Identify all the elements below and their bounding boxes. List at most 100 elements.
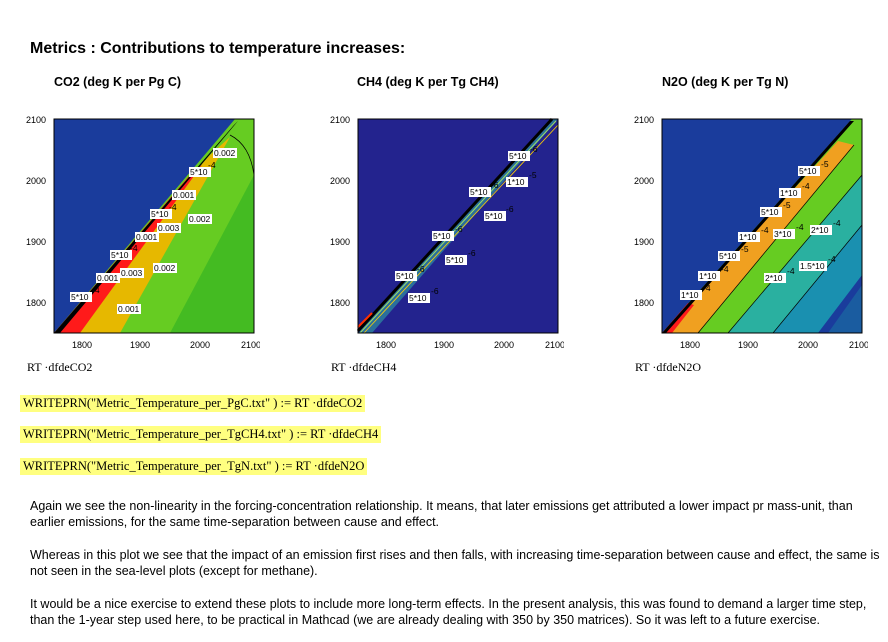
- n2o-caption: RT ·dfdeN2O: [635, 360, 702, 374]
- ch4-label-7-exp: -6: [417, 264, 425, 274]
- ch4-label-2: 1*10: [507, 177, 525, 187]
- ch4-label-3-exp: -6: [491, 180, 499, 190]
- n2o-xtick-1800: 1800: [680, 340, 700, 350]
- n2o-ytick-2100: 2100: [634, 115, 654, 125]
- n2o-label-9-exp: -4: [787, 266, 795, 276]
- n2o-label-10: 1.5*10: [800, 261, 825, 271]
- co2-label-0002-2: 0.002: [154, 263, 176, 273]
- co2-y-ticks: 2100 2000 1900 1800: [26, 115, 46, 308]
- co2-contour-line: [229, 134, 255, 176]
- co2-label-exp-3: -4: [130, 243, 138, 253]
- n2o-label-1-exp: -5: [821, 159, 829, 169]
- ch4-xtick-2000: 2000: [494, 340, 514, 350]
- n2o-y-ticks: 2100 2000 1900 1800: [634, 115, 654, 308]
- ch4-caption: RT ·dfdeCH4: [331, 360, 397, 374]
- co2-caption: RT ·dfdeCO2: [27, 360, 93, 374]
- co2-contour-labels: 0.002 5*10 -4 0.001 5*10 -4 0.002 0.003 …: [70, 148, 237, 314]
- formula-writeprn-ch4[interactable]: WRITEPRN("Metric_Temperature_per_TgCH4.t…: [20, 426, 382, 443]
- ch4-label-6-exp: -6: [468, 248, 476, 258]
- co2-label-5e-4-3: 5*10: [111, 250, 129, 260]
- co2-xtick-1800: 1800: [72, 340, 92, 350]
- ch4-ytick-1800: 1800: [330, 298, 350, 308]
- ch4-ytick-1900: 1900: [330, 237, 350, 247]
- co2-xtick-1900: 1900: [130, 340, 150, 350]
- ch4-label-7: 5*10: [396, 271, 414, 281]
- co2-ytick-2100: 2100: [26, 115, 46, 125]
- co2-label-exp-2: -4: [169, 202, 177, 212]
- n2o-label-4: 1*10: [739, 232, 757, 242]
- n2o-ytick-1900: 1900: [634, 237, 654, 247]
- n2o-contour-labels: 5*10 -5 1*10 -4 5*10 -5 1*10 -4 3*10 -4 …: [680, 159, 841, 300]
- n2o-label-3: 5*10: [761, 207, 779, 217]
- co2-label-0002-3: 0.001: [118, 304, 140, 314]
- ch4-label-4-exp: -6: [506, 204, 514, 214]
- ch4-x-ticks: 1800 1900 2000 2100: [376, 340, 564, 350]
- n2o-label-1: 5*10: [799, 166, 817, 176]
- n2o-label-11-exp: -4: [703, 283, 711, 293]
- ch4-frame: [357, 118, 559, 334]
- n2o-frame: [661, 118, 863, 334]
- n2o-x-ticks: 1800 1900 2000 2100: [680, 340, 868, 350]
- n2o-label-11: 1*10: [681, 290, 699, 300]
- n2o-label-5-exp: -4: [796, 222, 804, 232]
- ch4-contour-labels: 5*10 -6 1*10 -5 5*10 -6 5*10 -6 5*10 -6 …: [395, 144, 538, 303]
- co2-label-exp-4: -4: [92, 285, 100, 295]
- n2o-label-5: 3*10: [774, 229, 792, 239]
- n2o-ytick-1800: 1800: [634, 298, 654, 308]
- co2-label-0003-2: 0.003: [121, 268, 143, 278]
- ch4-plot-title: CH4 (deg K per Tg CH4): [357, 75, 499, 89]
- paragraph-impact: Whereas in this plot we see that the imp…: [30, 548, 880, 578]
- ch4-label-1: 5*10: [509, 151, 527, 161]
- n2o-label-7-exp: -5: [741, 244, 749, 254]
- paragraph-future-exercise: It would be a nice exercise to extend th…: [30, 597, 867, 627]
- co2-label-0001-4: 0.001: [97, 273, 119, 283]
- n2o-xtick-2100: 2100: [849, 340, 868, 350]
- n2o-label-9: 2*10: [765, 273, 783, 283]
- n2o-label-6-exp: -4: [833, 218, 841, 228]
- n2o-xtick-2000: 2000: [798, 340, 818, 350]
- co2-plot-title: CO2 (deg K per Pg C): [54, 75, 182, 89]
- n2o-xtick-1900: 1900: [738, 340, 758, 350]
- co2-x-ticks: 1800 1900 2000 2100: [72, 340, 260, 350]
- n2o-plot-title: N2O (deg K per Tg N): [662, 75, 789, 89]
- co2-ytick-2000: 2000: [26, 176, 46, 186]
- n2o-contour-plot[interactable]: 5*10 -5 1*10 -4 5*10 -5 1*10 -4 3*10 -4 …: [628, 115, 868, 355]
- n2o-label-2: 1*10: [780, 188, 798, 198]
- ch4-label-5: 5*10: [433, 231, 451, 241]
- ch4-label-6: 5*10: [446, 255, 464, 265]
- ch4-xtick-1800: 1800: [376, 340, 396, 350]
- ch4-ytick-2100: 2100: [330, 115, 350, 125]
- co2-xtick-2100: 2100: [241, 340, 260, 350]
- ch4-contour-plot[interactable]: 5*10 -6 1*10 -5 5*10 -6 5*10 -6 5*10 -6 …: [324, 115, 564, 355]
- n2o-label-8: 1*10: [699, 271, 717, 281]
- co2-label-0002-1: 0.002: [189, 214, 211, 224]
- ch4-label-8-exp: -6: [431, 286, 439, 296]
- n2o-label-10-exp: -4: [828, 254, 836, 264]
- n2o-label-2-exp: -4: [802, 181, 810, 191]
- n2o-label-8-exp: -4: [721, 264, 729, 274]
- n2o-label-3-exp: -5: [783, 200, 791, 210]
- ch4-xtick-2100: 2100: [545, 340, 564, 350]
- co2-frame: [53, 118, 255, 334]
- n2o-corner: [828, 285, 862, 333]
- formula-writeprn-co2[interactable]: WRITEPRN("Metric_Temperature_per_PgC.txt…: [20, 395, 366, 412]
- co2-label-5e-4-2: 5*10: [151, 209, 169, 219]
- ch4-label-3: 5*10: [470, 187, 488, 197]
- n2o-label-7: 5*10: [719, 251, 737, 261]
- co2-contour-plot[interactable]: 0.002 5*10 -4 0.001 5*10 -4 0.002 0.003 …: [20, 115, 260, 355]
- page-title: Metrics : Contributions to temperature i…: [30, 40, 406, 57]
- co2-xtick-2000: 2000: [190, 340, 210, 350]
- ch4-ytick-2000: 2000: [330, 176, 350, 186]
- ch4-xtick-1900: 1900: [434, 340, 454, 350]
- paragraph-nonlinearity: Again we see the non-linearity in the fo…: [30, 499, 853, 529]
- ch4-label-5-exp: -6: [455, 224, 463, 234]
- ch4-label-8: 5*10: [409, 293, 427, 303]
- n2o-contour-3: [772, 224, 863, 334]
- co2-label-0003-1: 0.003: [158, 223, 180, 233]
- ch4-label-2-exp: -5: [529, 170, 537, 180]
- ch4-contour-3: [357, 312, 373, 328]
- n2o-contour-2: [727, 174, 863, 334]
- co2-label-5e-4-top: 5*10: [190, 167, 208, 177]
- co2-label-0001-top: 0.002: [214, 148, 236, 158]
- formula-writeprn-n2o[interactable]: WRITEPRN("Metric_Temperature_per_TgN.txt…: [20, 458, 368, 475]
